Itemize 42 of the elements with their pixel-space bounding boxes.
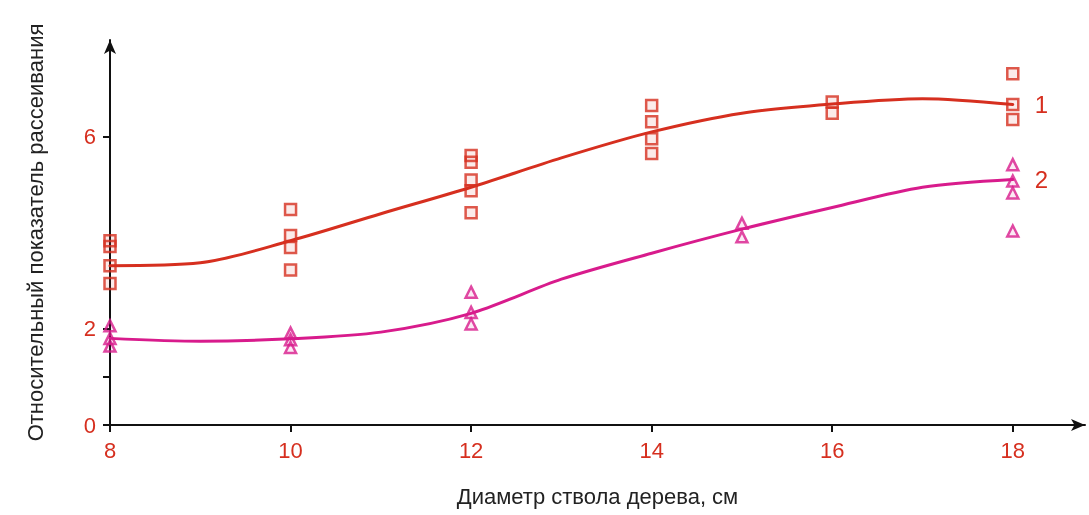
point xyxy=(103,319,117,333)
point xyxy=(464,285,478,299)
point xyxy=(644,115,659,129)
point xyxy=(283,202,298,217)
x-tick-label: 8 xyxy=(103,437,117,463)
point xyxy=(464,317,478,331)
y-tick-label: 2 xyxy=(83,316,96,342)
point xyxy=(1006,224,1020,238)
point xyxy=(644,98,659,113)
y-tick-label: 0 xyxy=(83,412,96,438)
x-tick-label: 14 xyxy=(639,437,664,463)
y-axis-title: Относительный показатель рассеивания xyxy=(22,23,48,442)
point xyxy=(1006,97,1020,112)
point xyxy=(1006,112,1020,127)
x-tick-label: 18 xyxy=(1000,437,1026,463)
point xyxy=(283,340,298,355)
point xyxy=(283,263,298,277)
point xyxy=(644,131,659,146)
series-label: 2 xyxy=(1034,166,1049,194)
point xyxy=(644,146,659,161)
x-tick-label: 16 xyxy=(819,437,845,463)
point xyxy=(735,230,749,244)
point xyxy=(1006,186,1020,200)
point xyxy=(103,276,117,291)
point xyxy=(103,239,117,254)
y-tick-label: 6 xyxy=(83,123,96,149)
point xyxy=(1006,157,1020,172)
point xyxy=(735,216,749,231)
point xyxy=(464,206,478,220)
x-axis-title: Диаметр ствола дерева, см xyxy=(456,483,739,509)
point xyxy=(464,155,478,169)
x-tick-label: 10 xyxy=(278,437,303,463)
point xyxy=(1006,174,1020,188)
point xyxy=(103,258,117,273)
series-label: 1 xyxy=(1034,90,1049,118)
point xyxy=(103,339,117,353)
point xyxy=(1006,66,1020,81)
point xyxy=(464,305,478,320)
x-tick-label: 12 xyxy=(458,437,484,463)
point xyxy=(283,240,298,255)
point xyxy=(825,106,839,120)
point xyxy=(464,183,478,198)
